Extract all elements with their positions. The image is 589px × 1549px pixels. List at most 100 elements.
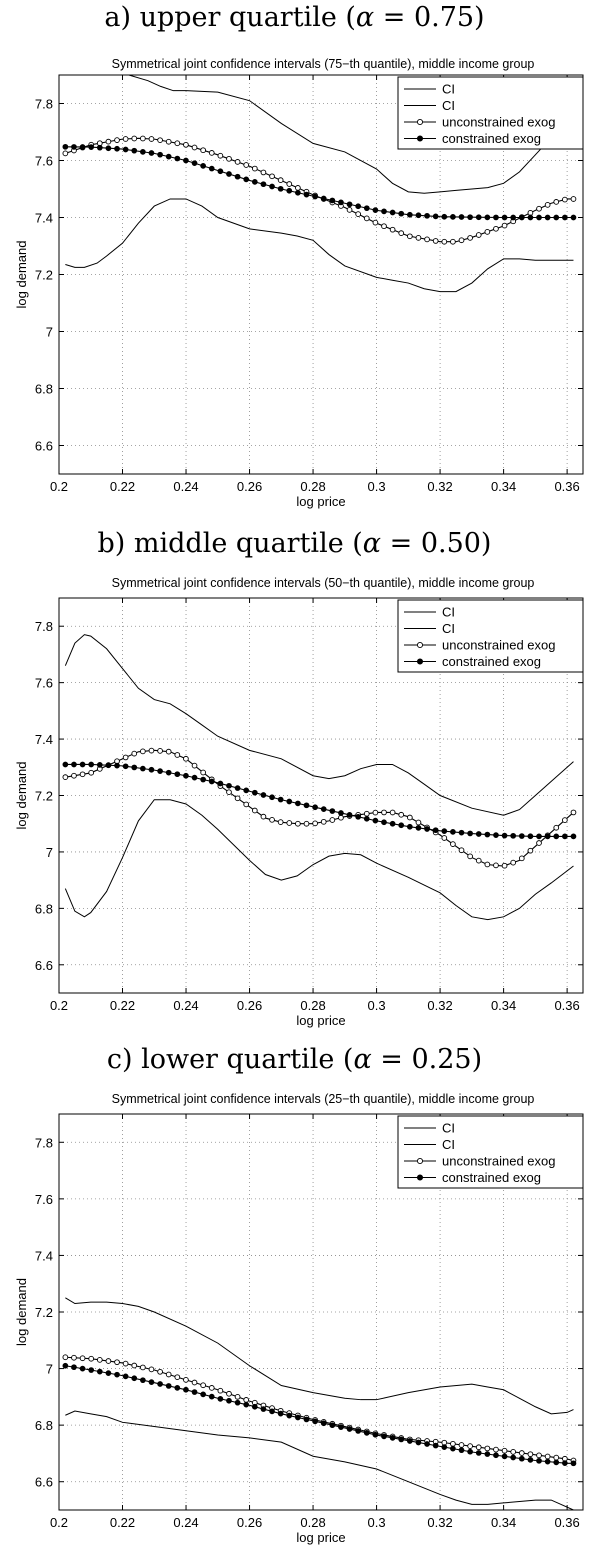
series-line-0 <box>65 1297 574 1415</box>
series-marker-2 <box>467 1443 473 1449</box>
series-marker-2 <box>570 196 577 202</box>
series-marker-2 <box>295 185 301 191</box>
series-marker-3 <box>562 1460 568 1466</box>
series-marker-3 <box>415 212 422 219</box>
series-marker-2 <box>553 824 560 831</box>
series-marker-2 <box>363 215 370 222</box>
y-axis-label: log demand <box>14 241 29 309</box>
series-marker-3 <box>157 151 163 158</box>
series-marker-2 <box>286 181 293 187</box>
series-marker-2 <box>562 817 568 823</box>
series-marker-2 <box>493 862 499 869</box>
series-marker-3 <box>277 185 284 192</box>
series-marker-3 <box>140 1377 146 1384</box>
series-marker-2 <box>174 140 181 147</box>
series-marker-2 <box>122 754 129 761</box>
series-marker-2 <box>217 1387 224 1394</box>
series-marker-3 <box>312 804 318 811</box>
series-marker-2 <box>191 144 198 151</box>
series-marker-2 <box>165 748 172 755</box>
series-marker-2 <box>217 152 224 159</box>
series-marker-3 <box>79 144 86 150</box>
panel-lower-quartile: c) lower quartile (α = 0.25) <box>0 1032 589 1549</box>
caption-rest: = 0.50) <box>381 528 492 559</box>
series-marker-3 <box>88 144 95 150</box>
x-tick-label: 0.28 <box>300 479 325 494</box>
series-marker-3 <box>562 833 568 840</box>
series-marker-3 <box>165 769 172 776</box>
series-marker-3 <box>217 1395 224 1402</box>
series-marker-2 <box>79 771 86 778</box>
chart-panel-0: Symmetrical joint confidence intervals (… <box>14 57 584 509</box>
series-marker-2 <box>295 820 301 827</box>
series-marker-3 <box>234 785 241 791</box>
caption-prefix: b) middle quartile ( <box>97 528 363 559</box>
series-marker-3 <box>131 764 138 771</box>
series-marker-3 <box>424 212 430 219</box>
series-marker-2 <box>251 807 258 814</box>
series-marker-3 <box>501 1453 508 1460</box>
x-tick-label: 0.32 <box>427 998 452 1013</box>
series-marker-3 <box>381 819 387 826</box>
chart-panel-1: Symmetrical joint confidence intervals (… <box>14 576 584 1028</box>
series-marker-3 <box>475 831 482 837</box>
series-marker-3 <box>234 1399 241 1406</box>
series-marker-3 <box>493 832 499 838</box>
series-marker-3 <box>338 199 344 206</box>
series-marker-2 <box>157 748 163 754</box>
y-tick-label: 6.6 <box>35 958 53 973</box>
series-marker-3 <box>518 214 525 221</box>
series-marker-3 <box>381 1433 387 1440</box>
series-marker-3 <box>424 826 430 832</box>
series-marker-3 <box>570 214 577 221</box>
series-marker-3 <box>493 1452 499 1459</box>
series-marker-3 <box>475 1450 482 1456</box>
series-marker-2 <box>527 209 534 216</box>
series-marker-3 <box>493 214 499 221</box>
series-marker-2 <box>424 236 430 243</box>
series-marker-2 <box>536 1452 542 1459</box>
y-tick-label: 6.8 <box>35 901 53 916</box>
series-marker-3 <box>458 829 465 836</box>
series-marker-3 <box>200 1391 206 1398</box>
series-marker-3 <box>372 207 379 213</box>
series-line-1 <box>65 198 574 293</box>
series-marker-2 <box>174 752 181 758</box>
series-marker-3 <box>62 1362 69 1369</box>
chart-title: Symmetrical joint confidence intervals (… <box>112 576 535 590</box>
legend-marker <box>416 135 424 142</box>
series-marker-3 <box>191 1389 198 1395</box>
series-marker-3 <box>458 1447 465 1454</box>
legend-marker <box>416 1174 424 1181</box>
series-marker-3 <box>544 1458 551 1465</box>
series-marker-2 <box>527 847 534 854</box>
series-marker-3 <box>450 1445 456 1452</box>
series-marker-3 <box>432 1442 439 1449</box>
series-marker-3 <box>527 1456 534 1463</box>
series-marker-2 <box>493 225 499 232</box>
legend-label: unconstrained exog <box>442 638 555 653</box>
series-marker-3 <box>71 761 77 768</box>
series-marker-3 <box>191 774 198 781</box>
y-tick-label: 7.8 <box>35 97 53 112</box>
panel-middle-quartile: b) middle quartile (α = 0.50) <box>0 516 589 1032</box>
series-line-1 <box>65 1410 574 1510</box>
series-marker-2 <box>122 136 129 142</box>
x-tick-label: 0.32 <box>427 1515 452 1530</box>
series-marker-3 <box>510 1454 517 1461</box>
series-marker-2 <box>501 222 508 229</box>
series-marker-3 <box>251 179 258 185</box>
series-marker-2 <box>243 162 250 168</box>
y-tick-label: 7.8 <box>35 619 53 634</box>
y-axis-label: log demand <box>14 1278 29 1346</box>
legend-label: CI <box>442 1137 455 1152</box>
series-marker-2 <box>415 234 422 241</box>
x-tick-label: 0.3 <box>368 479 386 494</box>
caption-prefix: c) lower quartile ( <box>106 1044 354 1075</box>
x-tick-label: 0.2 <box>50 1515 68 1530</box>
series-marker-3 <box>415 825 422 831</box>
series-marker-2 <box>450 1440 456 1447</box>
y-tick-label: 7.8 <box>35 1135 53 1150</box>
series-marker-2 <box>484 861 491 868</box>
